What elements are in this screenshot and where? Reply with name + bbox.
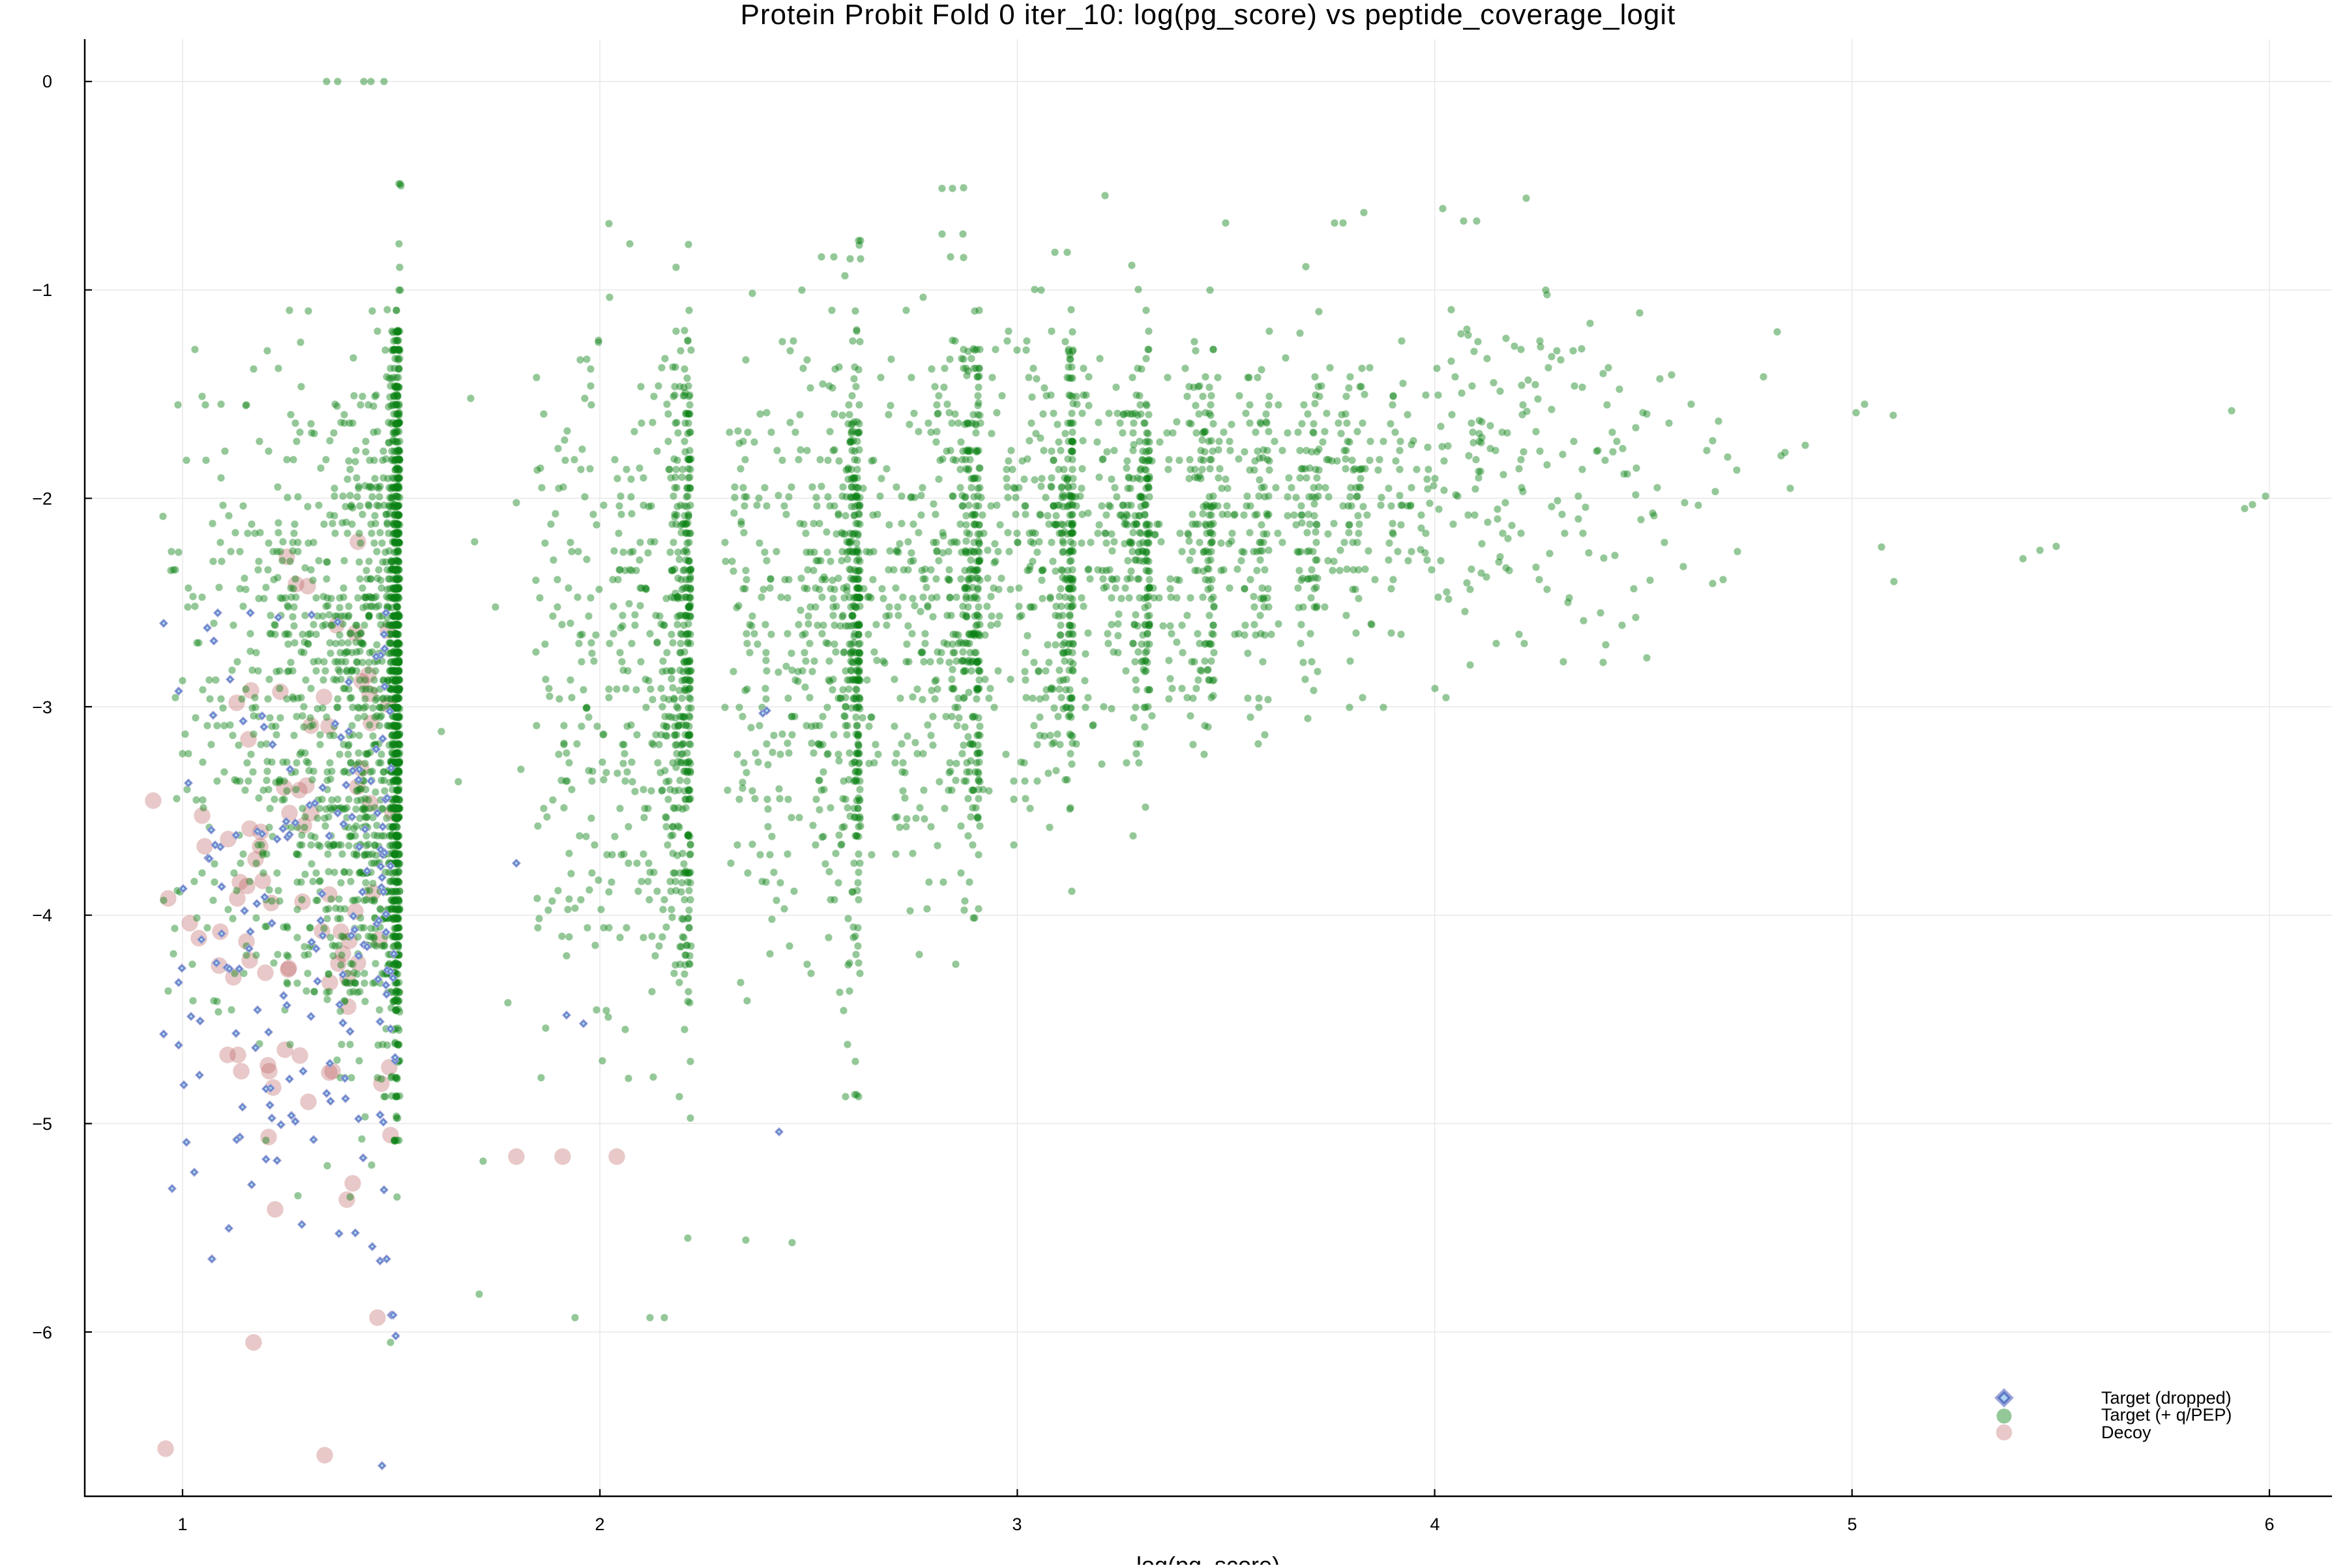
svg-text:−6: −6: [32, 1323, 52, 1342]
svg-text:−2: −2: [32, 489, 52, 509]
svg-text:−5: −5: [32, 1114, 52, 1134]
svg-text:Protein Probit Fold 0 iter_10:: Protein Probit Fold 0 iter_10: log(pg_sc…: [741, 0, 1676, 31]
svg-text:5: 5: [1847, 1515, 1857, 1534]
svg-text:−1: −1: [32, 280, 52, 300]
svg-text:4: 4: [1430, 1515, 1439, 1534]
svg-text:−4: −4: [32, 906, 52, 925]
svg-text:3: 3: [1012, 1515, 1022, 1534]
svg-text:1: 1: [177, 1515, 187, 1534]
svg-text:−3: −3: [32, 698, 52, 717]
svg-text:2: 2: [595, 1515, 604, 1534]
svg-text:6: 6: [2264, 1515, 2274, 1534]
svg-text:0: 0: [42, 72, 52, 91]
svg-text:log(pg_score): log(pg_score): [1136, 1552, 1280, 1565]
